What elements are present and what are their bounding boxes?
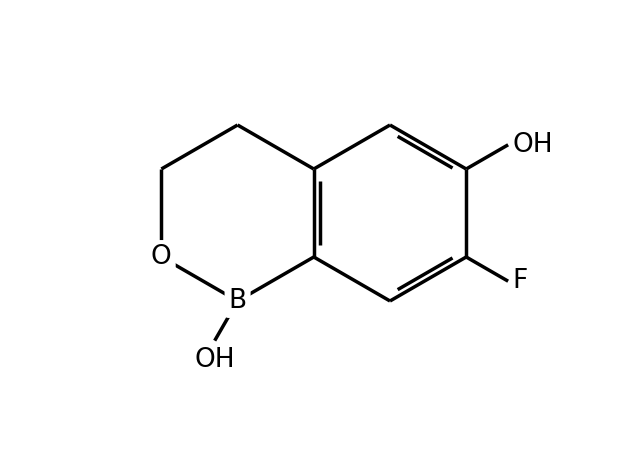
Text: F: F — [512, 268, 528, 294]
Text: B: B — [229, 288, 247, 314]
Text: OH: OH — [195, 347, 235, 373]
Text: OH: OH — [512, 132, 553, 158]
Text: O: O — [151, 244, 171, 270]
